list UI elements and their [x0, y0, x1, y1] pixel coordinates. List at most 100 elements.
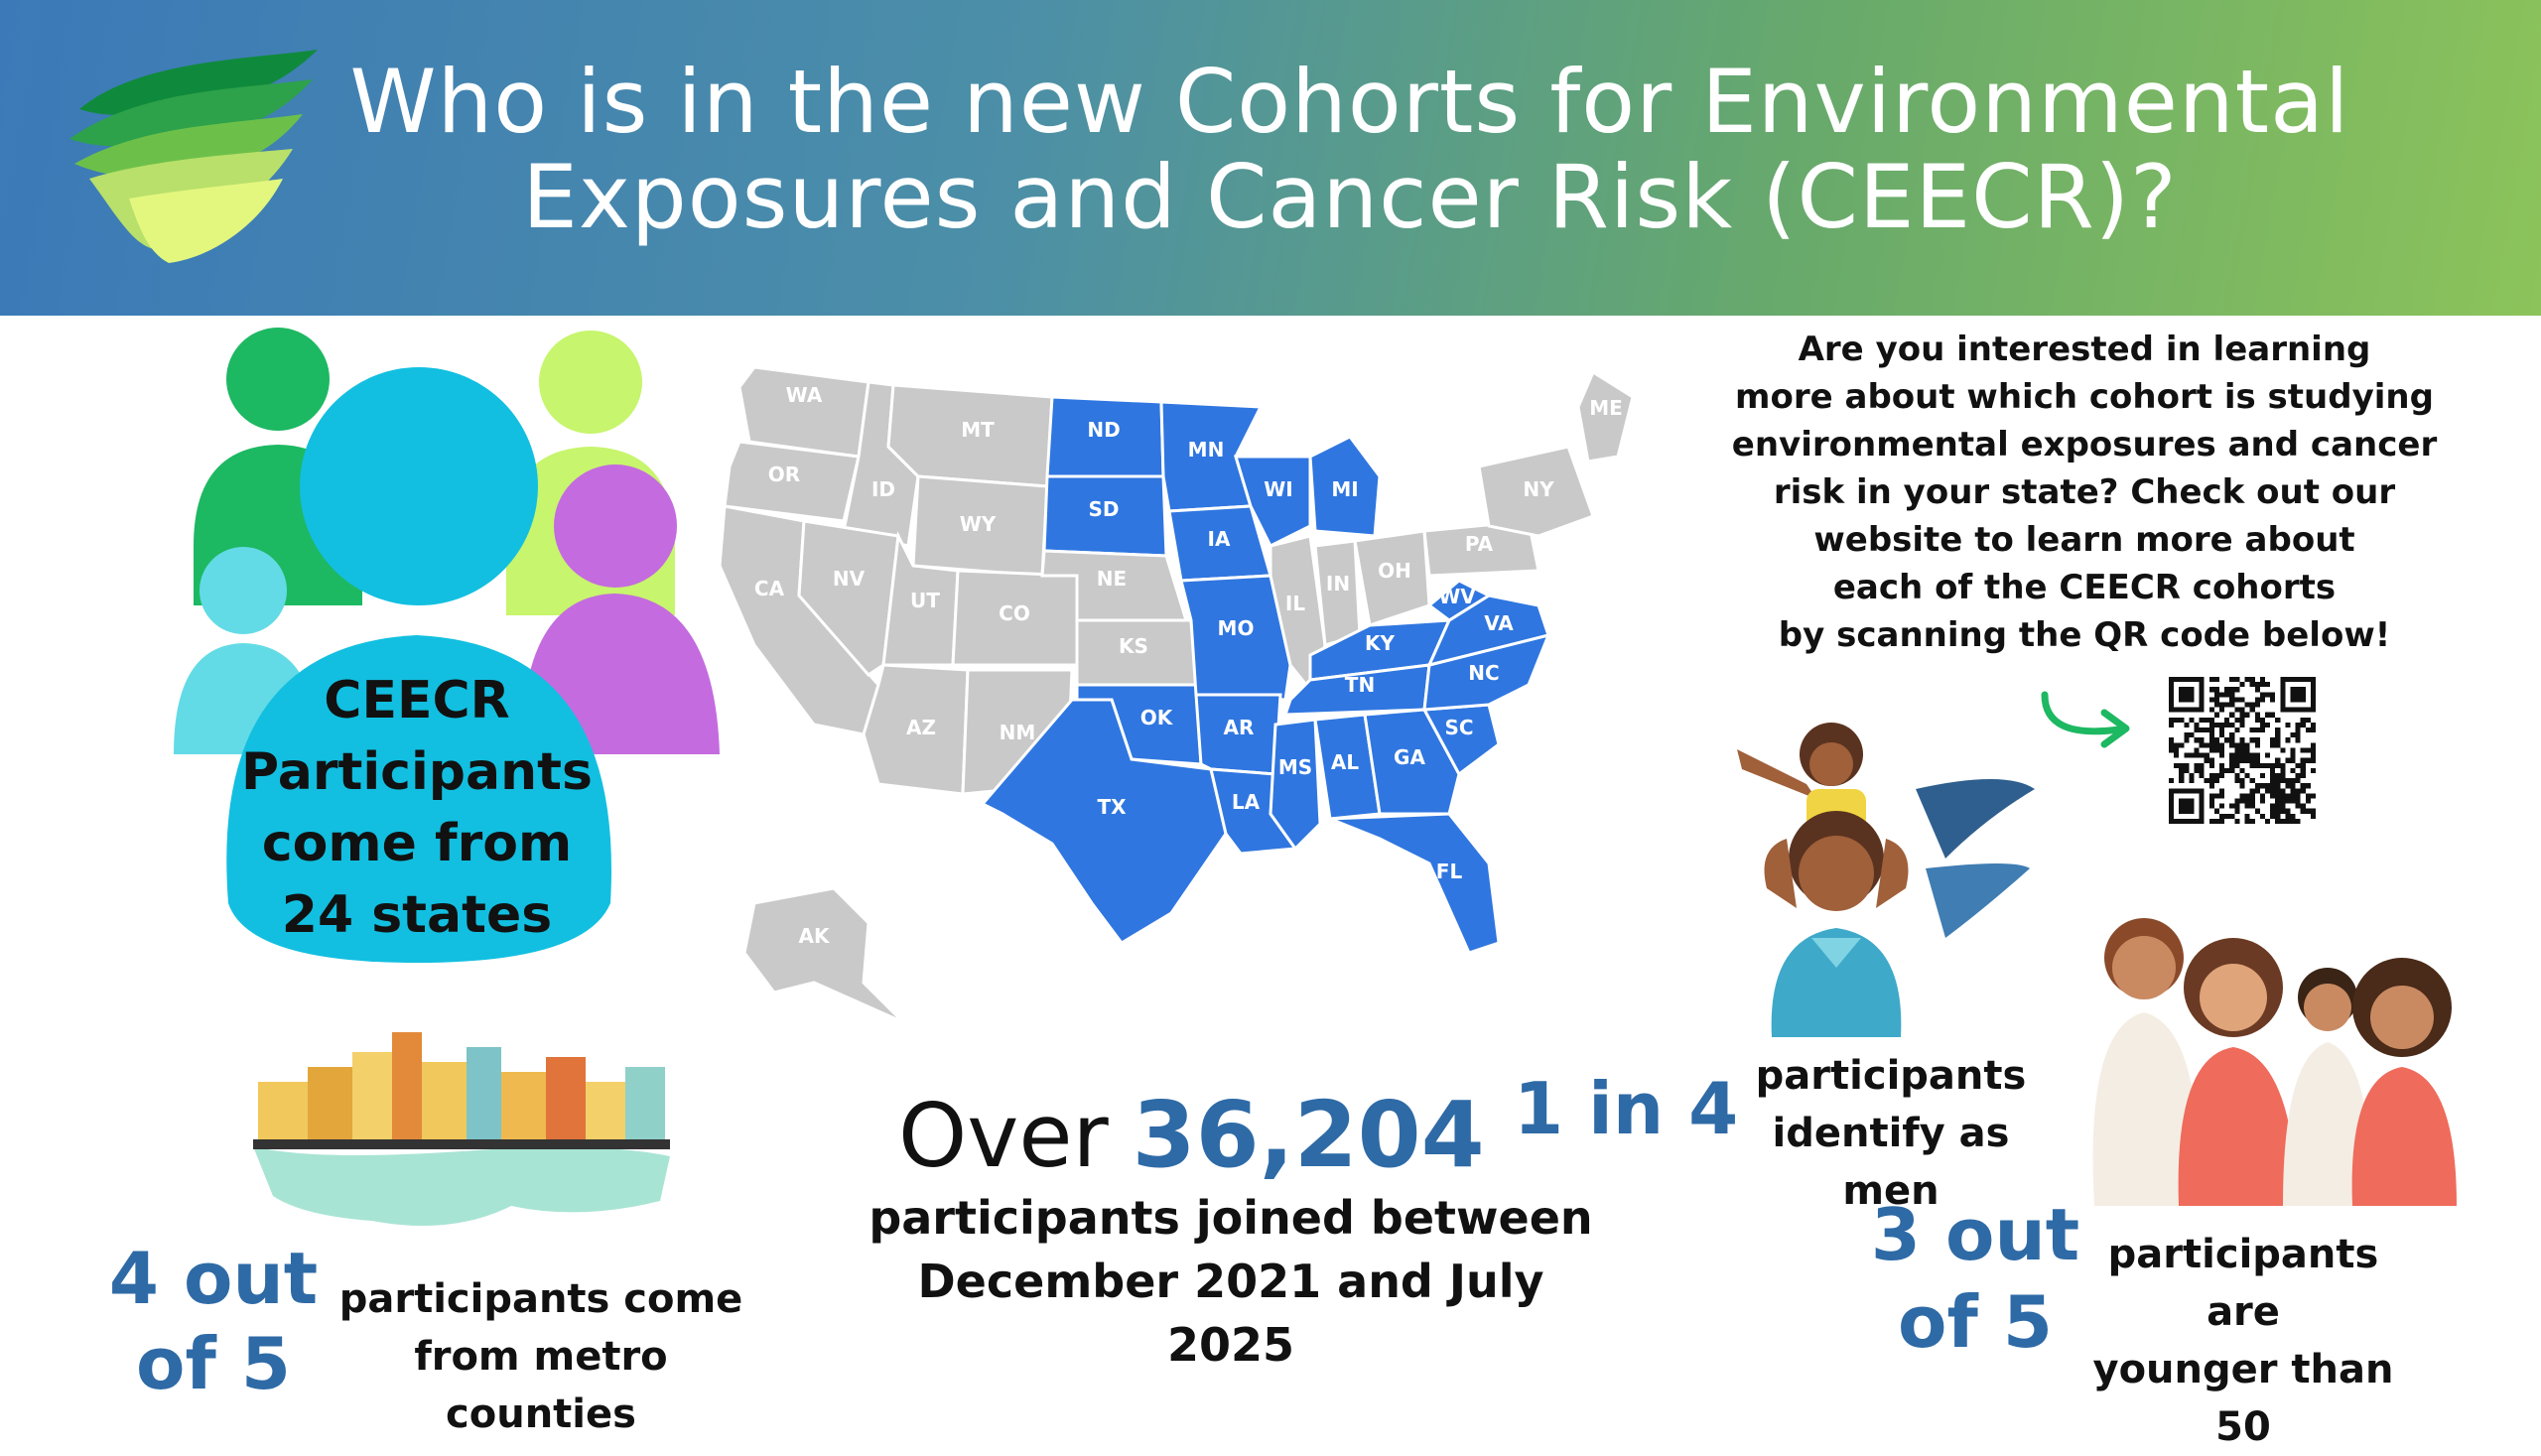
- title-line-2: Exposures and Cancer Risk (CEECR)?: [522, 146, 2178, 248]
- participants-line-1: CEECR: [324, 671, 510, 730]
- state-label-ok: OK: [1140, 706, 1174, 729]
- young-ratio-line-2: of 5: [1898, 1280, 2053, 1364]
- info-line: by scanning the QR code below!: [1778, 615, 2391, 655]
- participants-states-text: CEECR Participants come from 24 states: [218, 665, 615, 951]
- state-tx: [980, 698, 1228, 945]
- info-line: Are you interested in learning: [1798, 330, 2371, 369]
- curved-arrow-icon: [2041, 691, 2130, 748]
- state-nv: [797, 519, 900, 677]
- metro-ratio: 4 out of 5: [99, 1236, 328, 1406]
- info-line: more about which cohort is studying: [1735, 377, 2434, 417]
- father-child-illustration: [1737, 723, 2035, 1037]
- info-line: each of the CEECR cohorts: [1832, 568, 2337, 607]
- state-label-fl: FL: [1436, 860, 1463, 883]
- state-label-co: CO: [999, 601, 1030, 625]
- state-label-wv: WV: [1438, 585, 1476, 608]
- state-label-va: VA: [1484, 611, 1514, 635]
- state-label-mi: MI: [1331, 477, 1358, 501]
- state-label-ny: NY: [1523, 477, 1554, 501]
- state-label-il: IL: [1285, 592, 1305, 615]
- state-label-sc: SC: [1444, 716, 1473, 739]
- state-label-oh: OH: [1378, 559, 1411, 583]
- state-label-az: AZ: [906, 716, 936, 739]
- state-me: [1576, 369, 1635, 463]
- states-layer: WA OR CA ID NV MT WY UT AZ CO NM ND SD NE KS OK TX MN IA MO…: [718, 365, 1635, 1024]
- young-stat-text: participants are younger than 50: [2079, 1226, 2407, 1456]
- state-label-ut: UT: [910, 589, 940, 612]
- state-label-tn: TN: [1345, 673, 1375, 697]
- state-or: [723, 440, 861, 523]
- state-label-ga: GA: [1394, 745, 1425, 769]
- joined-line-2: December 2021 and July 2025: [917, 1255, 1544, 1372]
- people-group-illustration: [174, 328, 720, 963]
- info-line: environmental exposures and cancer: [1731, 425, 2438, 464]
- state-label-me: ME: [1589, 396, 1623, 420]
- total-participants-number: 36,204: [1132, 1082, 1485, 1188]
- joined-line-1: participants joined between: [869, 1191, 1593, 1245]
- state-label-or: OR: [768, 463, 800, 486]
- state-ny: [1477, 445, 1595, 538]
- state-label-ks: KS: [1119, 634, 1148, 658]
- family-illustration: [2092, 918, 2457, 1206]
- state-label-ne: NE: [1097, 567, 1127, 591]
- state-label-mt: MT: [961, 418, 995, 442]
- info-line: website to learn more about: [1813, 520, 2355, 560]
- state-label-wi: WI: [1264, 477, 1293, 501]
- state-label-nm: NM: [1000, 721, 1036, 744]
- info-line: risk in your state? Check out our: [1773, 472, 2396, 512]
- metro-ratio-line-2: of 5: [136, 1322, 291, 1405]
- participants-line-2: Participants: [241, 742, 593, 802]
- state-label-nd: ND: [1087, 418, 1120, 442]
- state-label-sd: SD: [1088, 497, 1119, 521]
- metro-ratio-line-1: 4 out: [108, 1237, 319, 1320]
- young-ratio-line-1: 3 out: [1870, 1193, 2080, 1276]
- state-label-wy: WY: [960, 512, 997, 536]
- young-line-1: participants are: [2107, 1232, 2379, 1335]
- men-line-1: participants: [1755, 1053, 2027, 1099]
- qr-code[interactable]: [2169, 677, 2316, 824]
- us-states-map: WA OR CA ID NV MT WY UT AZ CO NM ND SD NE KS OK TX MN IA MO…: [718, 365, 1635, 1024]
- state-label-mo: MO: [1218, 616, 1255, 640]
- state-label-nc: NC: [1468, 661, 1499, 685]
- state-wi: [1233, 455, 1312, 549]
- state-label-nv: NV: [833, 567, 866, 591]
- state-ms: [1269, 718, 1322, 852]
- participants-line-3: come from: [261, 814, 573, 873]
- state-label-pa: PA: [1465, 532, 1494, 556]
- metro-line-2: from metro counties: [414, 1334, 668, 1437]
- young-ratio: 3 out of 5: [1866, 1191, 2084, 1366]
- state-label-wa: WA: [786, 383, 823, 407]
- metro-stat-text: participants come from metro counties: [318, 1270, 764, 1443]
- state-label-mn: MN: [1188, 438, 1225, 462]
- info-text-block: Are you interested in learning more abou…: [1727, 326, 2442, 659]
- state-ak: [742, 886, 905, 1024]
- state-fl: [1329, 812, 1501, 955]
- state-mi: [1308, 435, 1382, 538]
- participants-line-4: 24 states: [281, 885, 553, 945]
- header-banner: [0, 0, 2541, 316]
- metro-line-1: participants come: [338, 1276, 743, 1322]
- state-label-ak: AK: [799, 924, 831, 948]
- joined-period-text: participants joined between December 202…: [854, 1186, 1608, 1377]
- state-label-ar: AR: [1224, 716, 1255, 739]
- leaf-logo-icon: [69, 50, 318, 263]
- state-label-ia: IA: [1208, 527, 1231, 551]
- total-participants-line: Over 36,204: [898, 1082, 1485, 1188]
- title-line-1: Who is in the new Cohorts for Environmen…: [349, 51, 2350, 153]
- over-word: Over: [898, 1085, 1109, 1187]
- men-line-2: identify as men: [1772, 1111, 2010, 1214]
- state-label-id: ID: [871, 477, 895, 501]
- state-label-ky: KY: [1365, 631, 1395, 655]
- state-label-la: LA: [1232, 790, 1261, 814]
- state-label-in: IN: [1326, 572, 1350, 596]
- state-ga: [1363, 708, 1461, 816]
- state-label-tx: TX: [1097, 795, 1127, 819]
- men-stat-text: participants identify as men: [1717, 1047, 2065, 1220]
- page-title: Who is in the new Cohorts for Environmen…: [328, 55, 2372, 245]
- state-label-ca: CA: [754, 577, 785, 600]
- state-wv: [1426, 579, 1493, 622]
- state-label-ms: MS: [1278, 755, 1312, 779]
- young-line-2: younger than 50: [2092, 1347, 2394, 1450]
- city-skyline-illustration: [253, 1032, 670, 1226]
- men-ratio: 1 in 4: [1514, 1067, 1739, 1150]
